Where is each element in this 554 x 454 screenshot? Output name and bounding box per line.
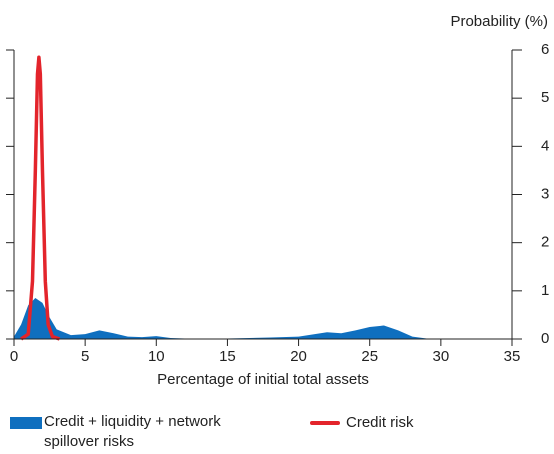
line [20,55,61,341]
x-tick-label: 30 [433,348,450,365]
y-tick-label: 4 [541,137,549,154]
x-tick-label: 0 [10,348,18,365]
x-tick-label: 20 [290,348,307,365]
y-axis-label: Probability (%) [450,13,548,30]
legend-item: Credit risk [310,414,510,452]
chart: Probability (%) Percentage of initial to… [6,13,549,388]
legend-swatch [310,421,340,425]
y-tick-label: 6 [541,41,549,58]
x-tick-label: 10 [148,348,165,365]
y-tick-label: 3 [541,185,549,202]
y-tick-label: 2 [541,234,549,251]
legend-swatch [10,417,42,429]
x-tick-label: 25 [361,348,378,365]
x-tick-label: 5 [81,348,89,365]
x-axis-label: Percentage of initial total assets [157,371,369,388]
y-tick-label: 1 [541,282,549,299]
y-tick-label: 0 [541,330,549,347]
area [14,298,441,339]
x-tick-label: 15 [219,348,236,365]
y-tick-label: 5 [541,89,549,106]
legend-label: Credit risk [346,414,414,431]
legend: Credit + liquidity + network spillover r… [10,413,550,452]
legend-label: Credit + liquidity + network spillover r… [44,413,221,450]
x-tick-label: 35 [504,348,521,365]
legend-item: Credit + liquidity + network spillover r… [10,413,310,452]
